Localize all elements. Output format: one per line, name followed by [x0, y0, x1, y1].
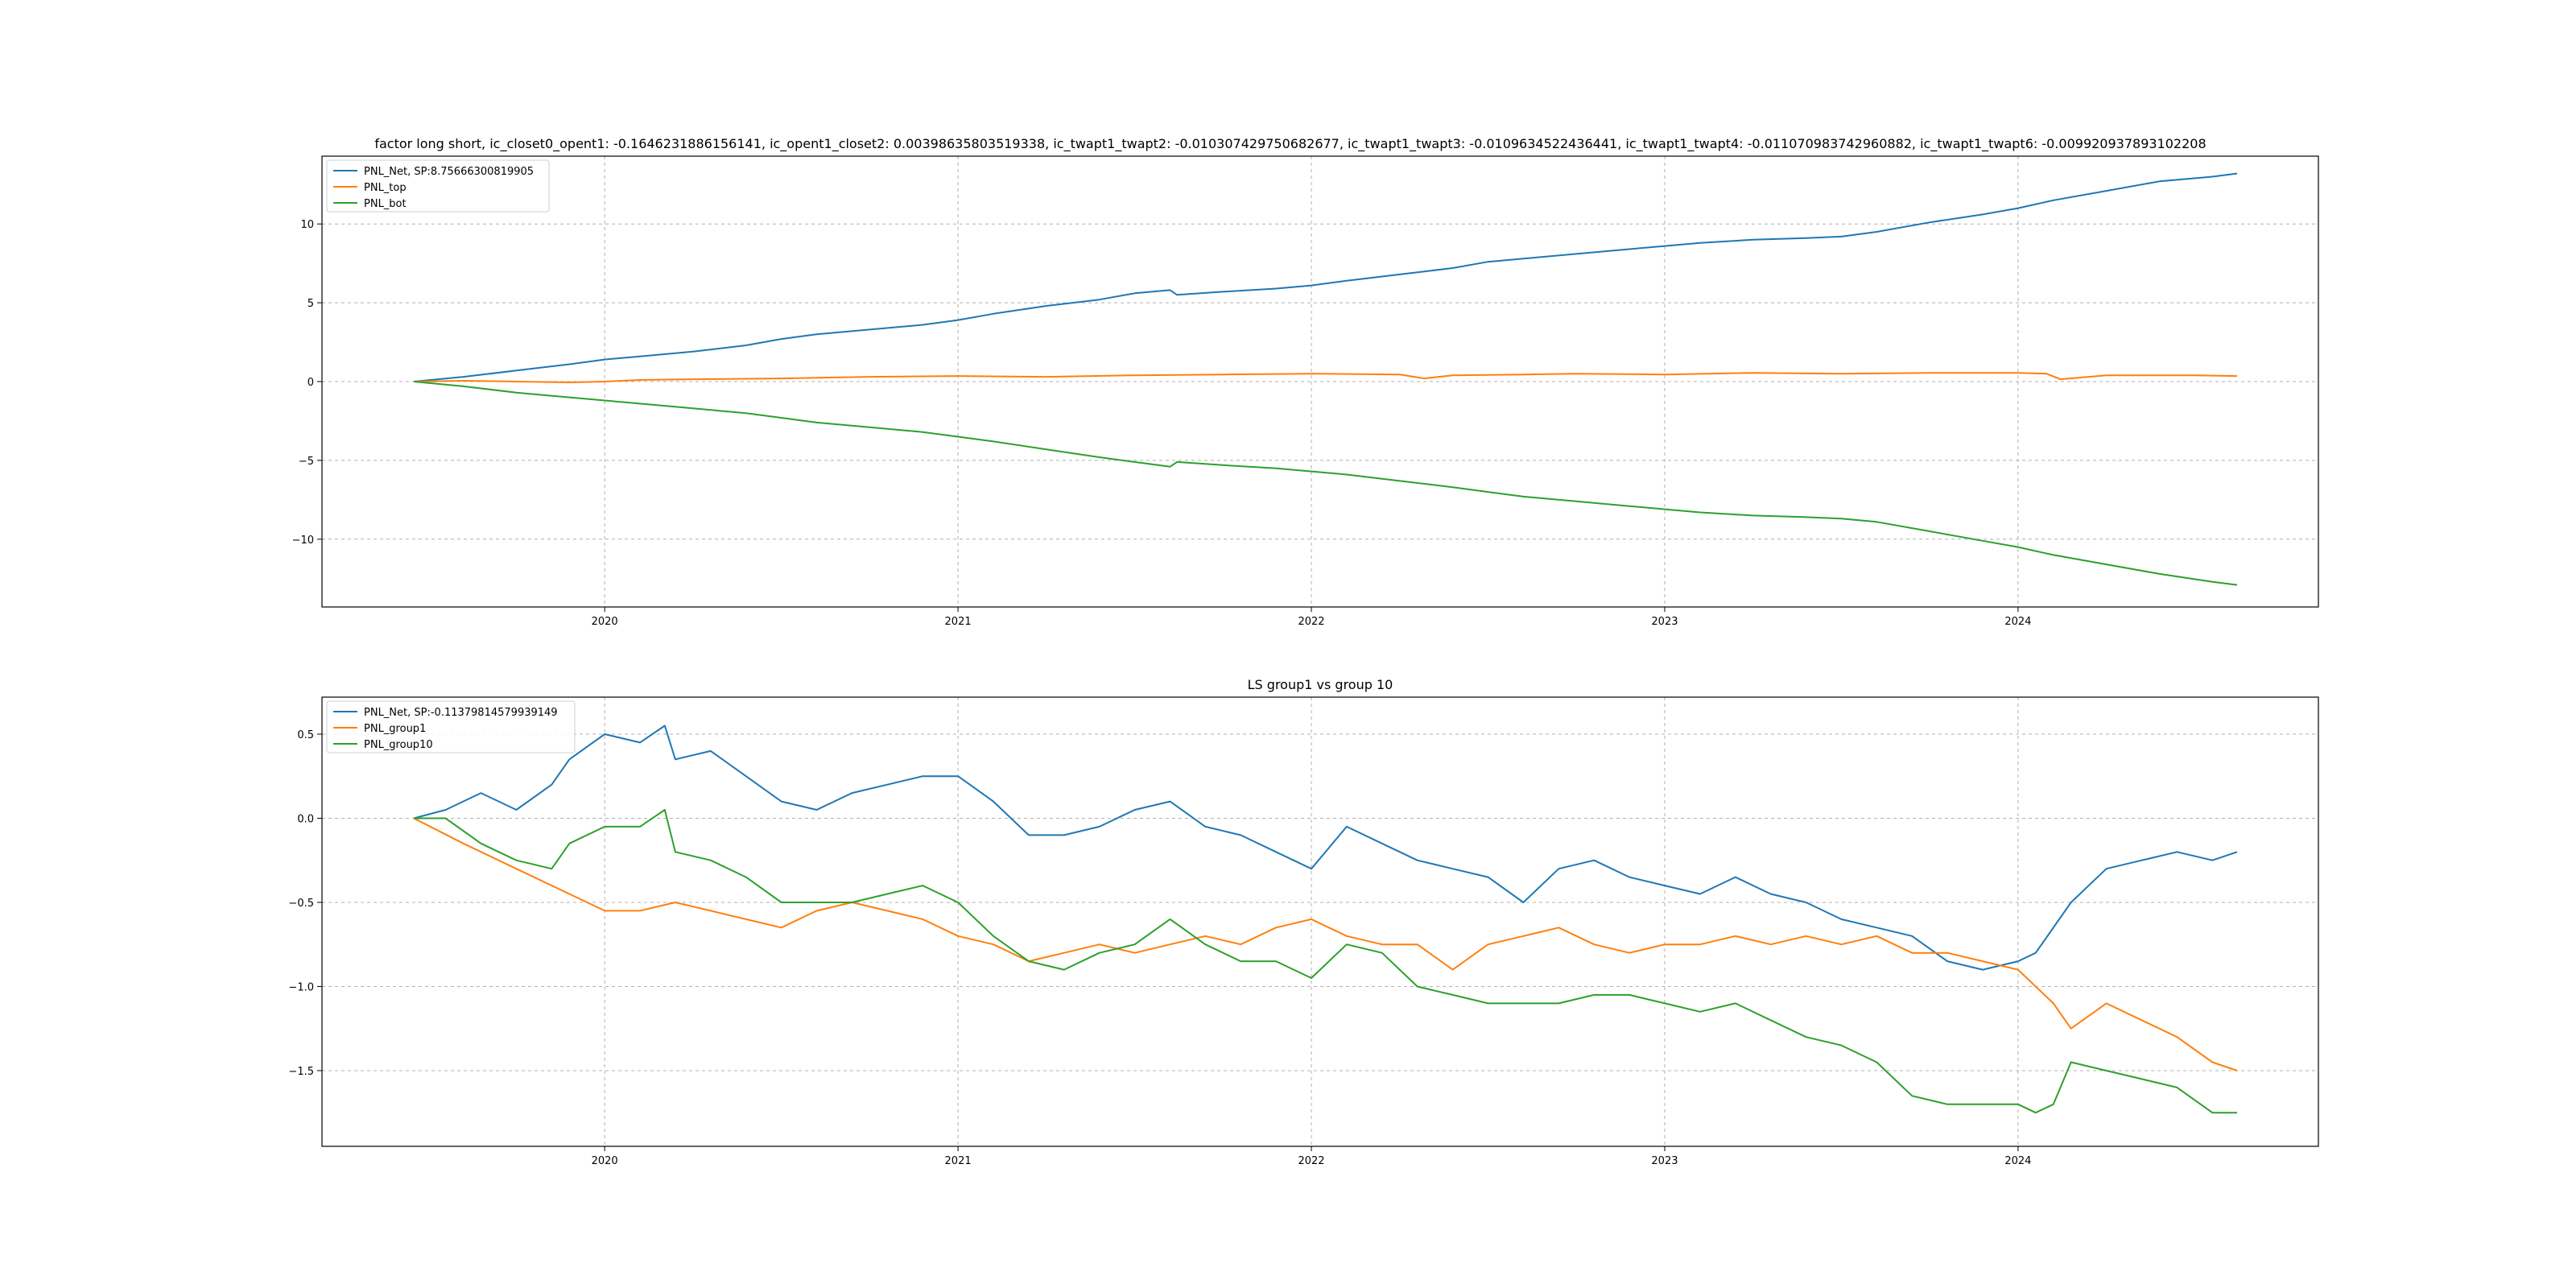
series-line-1	[414, 172, 2238, 382]
legend-label-pnl-top: PNL_top	[364, 182, 407, 194]
legend-label-pnl-net: PNL_Net, SP:8.75666300819905	[364, 166, 534, 178]
legend-label-pnl-group10: PNL_group10	[364, 739, 433, 751]
legend-box	[326, 159, 550, 213]
series-line-3	[414, 809, 2237, 1114]
y-axis: −10 −5 0 5 10	[292, 219, 322, 547]
series-lines	[413, 724, 2238, 1114]
y-tick-label: −10	[292, 535, 314, 547]
series-lines	[414, 172, 2238, 586]
x-tick-label: 2024	[2004, 1155, 2031, 1167]
legend-label-pnl-bot: PNL_bot	[364, 198, 407, 210]
series-line-3	[414, 381, 2238, 586]
y-tick-label: 0.5	[297, 729, 314, 741]
x-tick-label: 2024	[2004, 616, 2031, 628]
y-axis: −1.5 −1.0 −0.5 0.0 0.5	[288, 729, 322, 1078]
x-axis: 2020 2021 2022 2023 2024	[592, 1146, 2031, 1167]
y-tick-label: −1.5	[288, 1066, 314, 1078]
x-tick-label: 2022	[1298, 1155, 1324, 1167]
x-tick-label: 2020	[592, 616, 618, 628]
grid	[322, 156, 2318, 607]
series-line-2	[414, 372, 2238, 383]
legend: PNL_Net, SP:8.75666300819905 PNL_top PNL…	[326, 159, 550, 213]
legend: PNL_Net, SP:-0.11379814579939149 PNL_gro…	[326, 700, 576, 753]
chart-title: factor long short, ic_closet0_opent1: -0…	[374, 136, 2206, 152]
y-tick-label: 5	[308, 298, 314, 310]
y-tick-label: 10	[300, 219, 314, 231]
y-tick-label: 0.0	[297, 813, 314, 825]
x-tick-label: 2021	[945, 616, 972, 628]
y-tick-label: −5	[299, 456, 314, 468]
y-tick-label: 0	[308, 377, 314, 389]
chart-ls-group1-vs-group10: LS group1 vs group 10 2020 2021 2022 2023 20…	[288, 677, 2319, 1167]
plot-frame	[321, 696, 2319, 1147]
legend-box	[326, 700, 576, 753]
y-tick-label: −1.0	[288, 981, 314, 993]
legend-label-pnl-net: PNL_Net, SP:-0.11379814579939149	[364, 707, 558, 719]
y-tick-label: −0.5	[288, 898, 314, 910]
x-tick-label: 2021	[945, 1155, 972, 1167]
chart-factor-long-short: factor long short, ic_closet0_opent1: -0…	[292, 136, 2319, 628]
legend-label-pnl-group1: PNL_group1	[364, 723, 426, 735]
chart-title: LS group1 vs group 10	[1248, 677, 1393, 692]
series-line-1	[413, 724, 2238, 971]
x-tick-label: 2023	[1651, 616, 1678, 628]
series-line-2	[413, 817, 2238, 1071]
x-axis: 2020 2021 2022 2023 2024	[592, 607, 2031, 628]
grid	[322, 697, 2318, 1146]
x-tick-label: 2022	[1298, 616, 1324, 628]
x-tick-label: 2023	[1651, 1155, 1678, 1167]
x-tick-label: 2020	[592, 1155, 618, 1167]
